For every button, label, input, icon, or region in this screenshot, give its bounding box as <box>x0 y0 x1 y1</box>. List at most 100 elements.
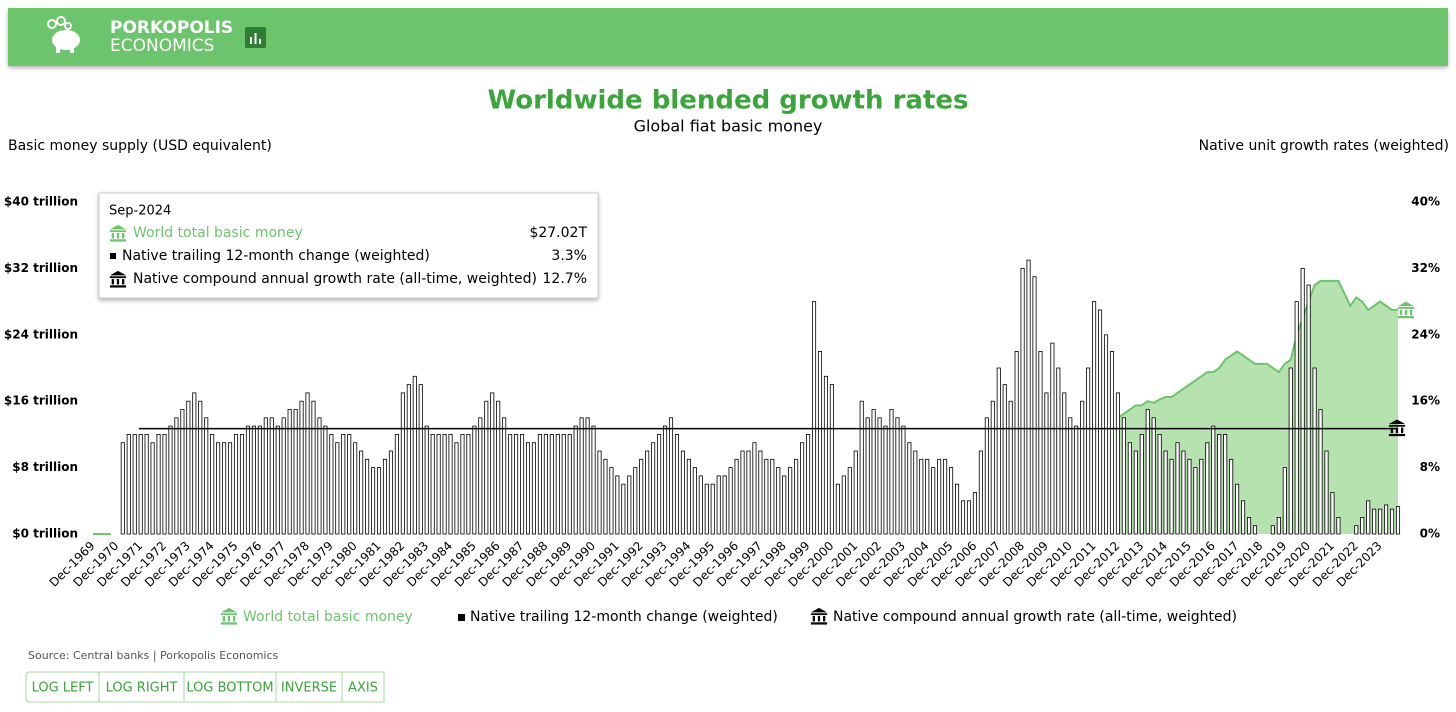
bar <box>895 417 900 535</box>
bar <box>1306 284 1311 535</box>
bar <box>806 433 811 535</box>
bar <box>788 467 793 535</box>
bar <box>609 467 614 535</box>
bar <box>180 409 185 535</box>
bar <box>555 433 560 535</box>
tooltip-label: World total basic money <box>133 225 303 241</box>
bar <box>1187 458 1192 535</box>
bar <box>764 458 769 535</box>
button[interactable] <box>341 671 385 703</box>
chart-subtitle: Global fiat basic money <box>634 117 823 136</box>
bar <box>388 450 393 535</box>
brand-top: PORKOPOLIS <box>110 18 233 38</box>
button-label[interactable]: LOG LEFT <box>32 681 94 696</box>
bar <box>1205 442 1210 535</box>
button[interactable] <box>183 671 277 703</box>
tooltip-date: Sep-2024 <box>109 204 171 219</box>
bar <box>442 433 447 535</box>
legend-label[interactable]: World total basic money <box>243 609 413 625</box>
tooltip-square <box>110 253 116 259</box>
bar <box>359 450 364 535</box>
button[interactable] <box>98 671 185 703</box>
bar <box>287 409 292 535</box>
button-label[interactable]: LOG RIGHT <box>106 681 178 696</box>
bar <box>460 433 465 535</box>
y2-tick-label: 32% <box>1411 261 1440 275</box>
button-label[interactable]: AXIS <box>348 681 378 696</box>
bar <box>567 433 572 535</box>
bar <box>1080 400 1085 535</box>
bar <box>1151 417 1156 535</box>
bar <box>1360 517 1365 535</box>
bar <box>1092 301 1097 535</box>
legend-label[interactable]: Native compound annual growth rate (all-… <box>833 609 1237 625</box>
bar <box>317 417 322 535</box>
bar <box>1127 442 1132 535</box>
bar <box>353 442 358 535</box>
bar <box>603 458 608 535</box>
bar <box>1044 392 1049 535</box>
bar <box>1223 433 1228 535</box>
bar <box>257 425 262 535</box>
bar <box>639 458 644 535</box>
bar <box>794 458 799 535</box>
y2-tick-label: 0% <box>1420 527 1440 541</box>
bar <box>228 442 233 535</box>
bar <box>1384 504 1389 535</box>
tooltip-value: 12.7% <box>543 271 587 287</box>
bar <box>752 442 757 535</box>
bar <box>770 458 775 535</box>
bar <box>960 500 966 535</box>
bar <box>1020 267 1025 535</box>
bar <box>1390 508 1395 535</box>
bank-icon <box>220 607 238 625</box>
bar <box>275 425 280 535</box>
bar <box>1229 458 1234 535</box>
tooltip-box <box>98 192 599 299</box>
bar <box>430 433 435 535</box>
bar <box>1324 450 1329 535</box>
bar <box>281 417 286 535</box>
bar <box>633 467 638 535</box>
bar <box>1145 409 1150 535</box>
bar <box>823 375 828 535</box>
bar <box>204 417 209 535</box>
bar <box>1241 500 1246 535</box>
bar <box>740 450 745 535</box>
bar <box>1211 425 1216 535</box>
button[interactable] <box>275 671 343 703</box>
bar <box>776 467 781 535</box>
bar <box>1270 525 1275 535</box>
bar <box>1133 450 1138 535</box>
bar <box>746 450 751 535</box>
bar <box>371 467 376 535</box>
bar <box>919 458 924 535</box>
bar <box>889 409 894 535</box>
y-tick-label: $0 trillion <box>12 527 78 541</box>
bar <box>1288 367 1293 535</box>
bar <box>782 475 787 535</box>
bar <box>698 475 703 535</box>
bar <box>1181 450 1186 535</box>
bar <box>1395 506 1401 535</box>
tooltip-label: Native compound annual growth rate (all-… <box>133 271 537 287</box>
button-label[interactable]: INVERSE <box>281 681 337 696</box>
tooltip: Sep-2024 World total basic money $27.02T Na… <box>98 192 599 299</box>
bar <box>1246 517 1252 535</box>
chart-icon <box>245 27 266 48</box>
bar <box>996 367 1001 535</box>
bar <box>448 433 453 535</box>
y-axis-title: Basic money supply (USD equivalent) <box>8 138 272 154</box>
bar <box>1282 467 1287 535</box>
legend-label[interactable]: Native trailing 12-month change (weighte… <box>470 609 778 625</box>
bar <box>627 475 632 535</box>
bar <box>859 400 864 535</box>
bar <box>376 467 382 535</box>
bar <box>651 442 656 535</box>
bar <box>192 392 197 535</box>
bar <box>525 442 531 535</box>
button-label[interactable]: LOG BOTTOM <box>186 681 273 696</box>
y2-axis-title: Native unit growth rates (weighted) <box>1199 138 1449 154</box>
